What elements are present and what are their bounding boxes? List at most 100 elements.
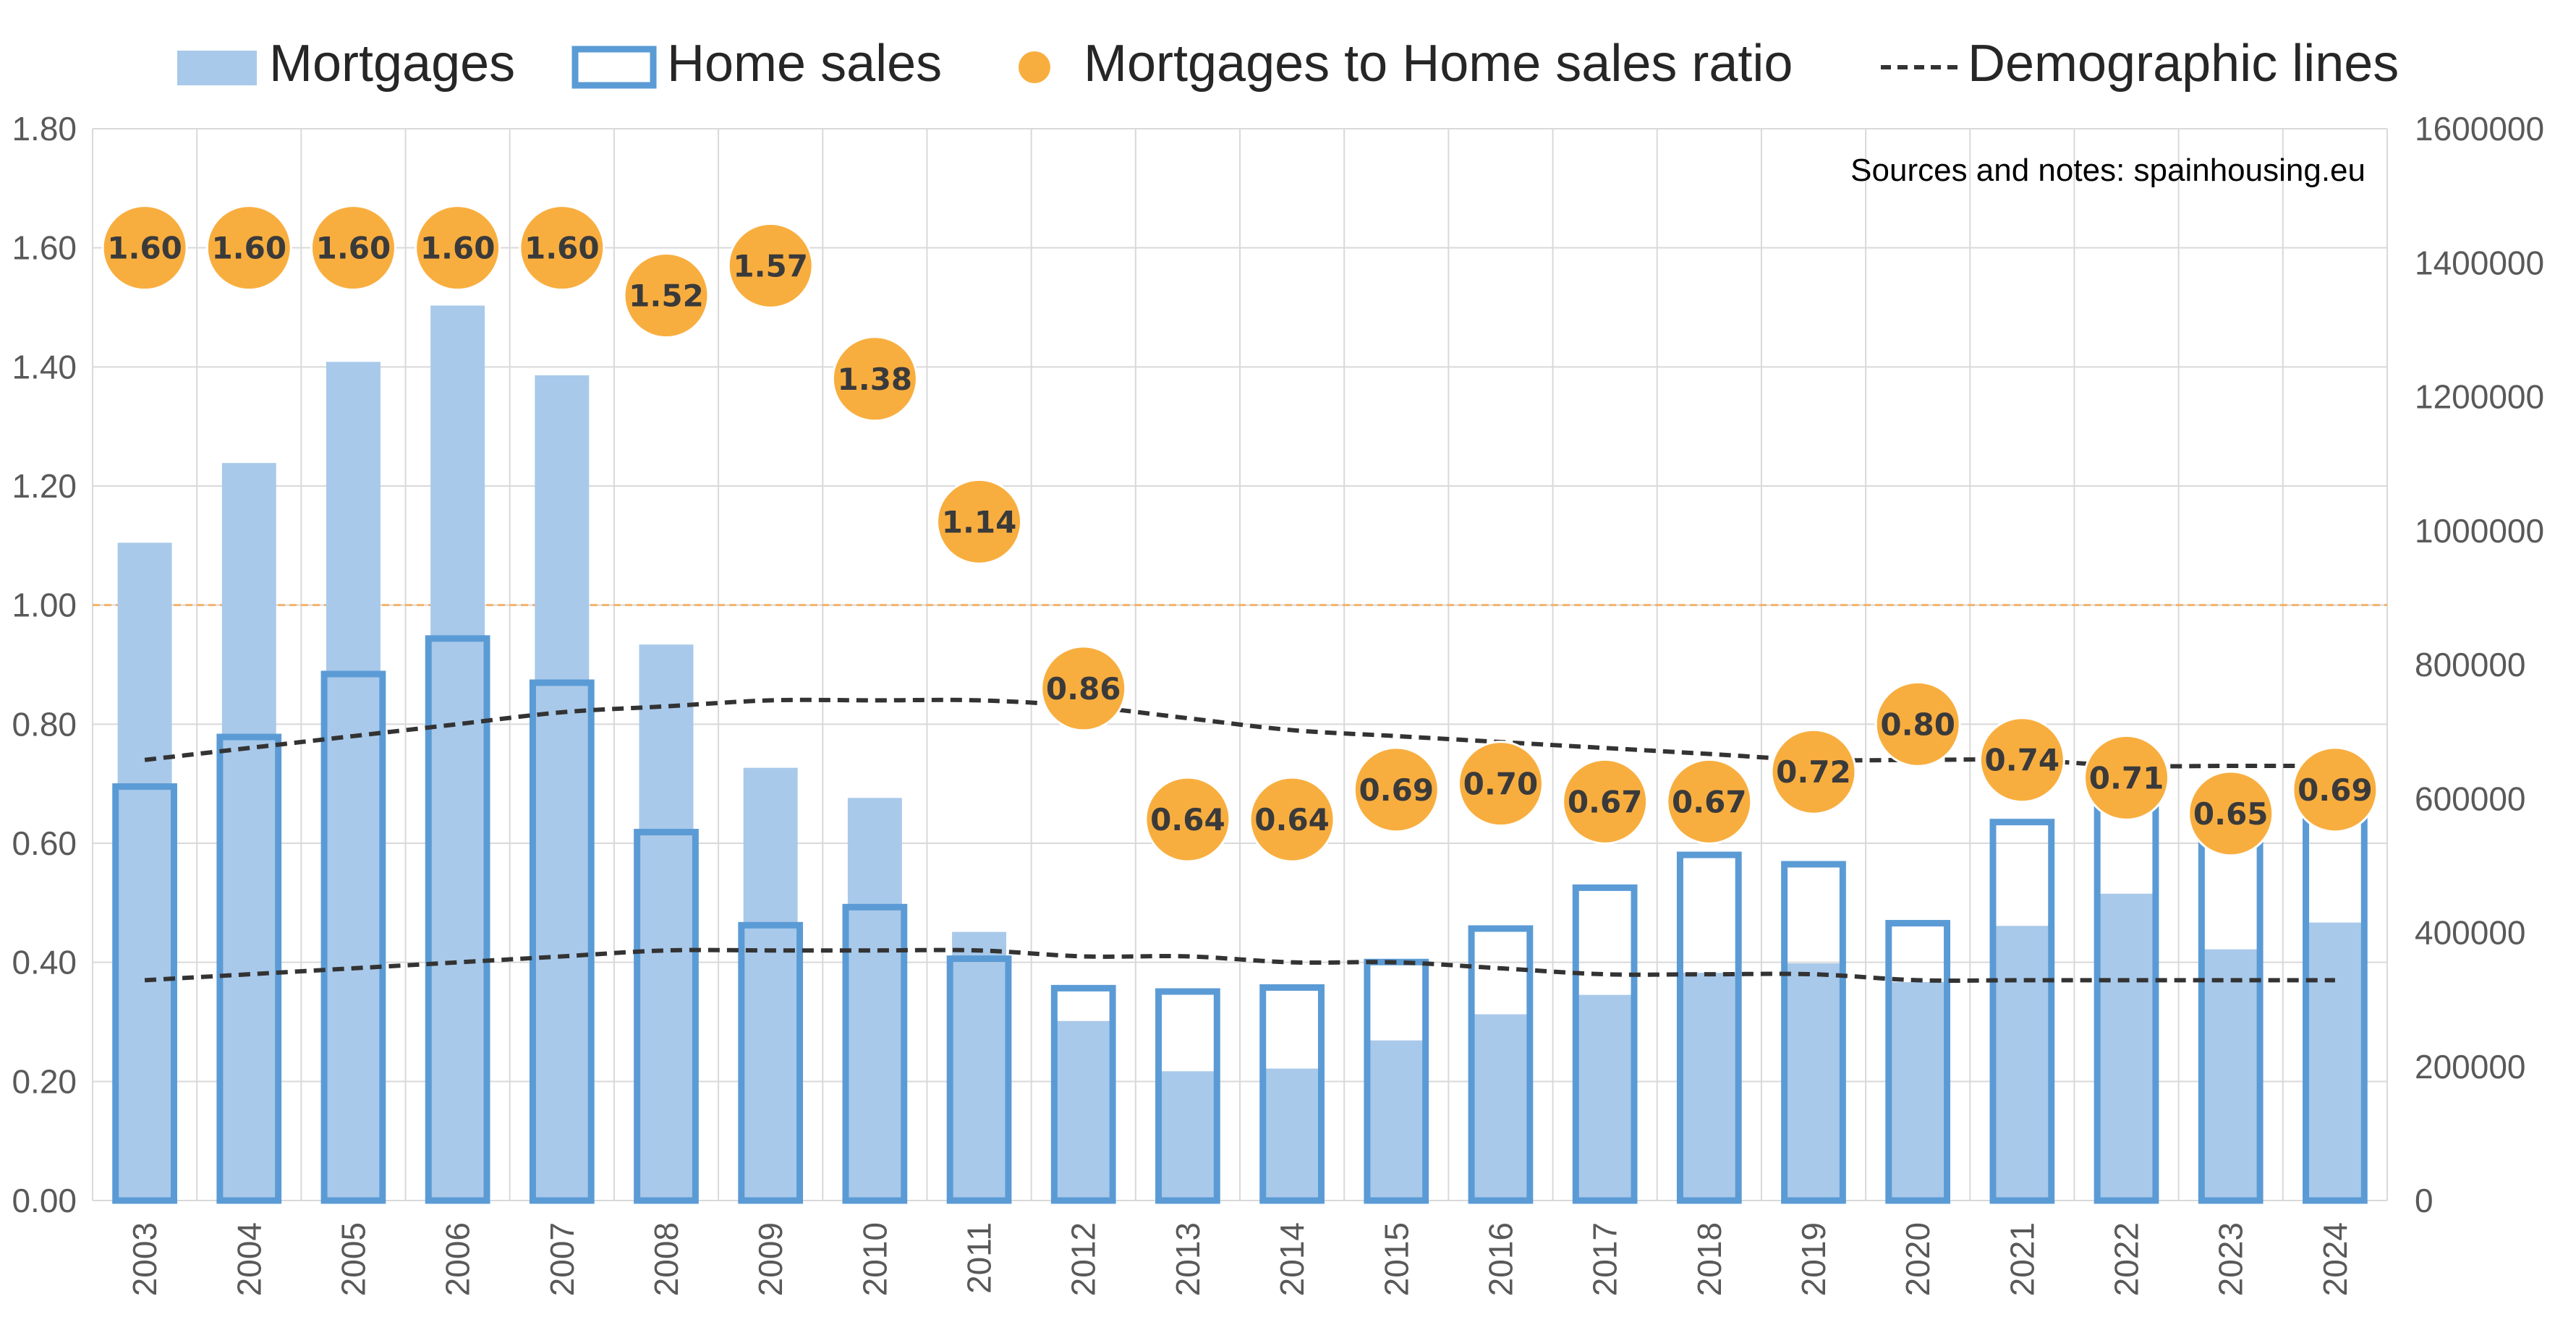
bar-mortgages (117, 542, 172, 1201)
ratio-dot (1562, 758, 1649, 845)
bar-home-sales (1050, 984, 1116, 1204)
y-right-tick-label: 800000 (2415, 646, 2526, 683)
ratio-data-label: 1.52 (629, 278, 704, 314)
bar-mortgages (1056, 1020, 1111, 1201)
y-right-tick-label: 0 (2415, 1182, 2433, 1219)
ratio-data-label: 0.64 (1254, 802, 1330, 837)
bar-mortgages (639, 644, 694, 1201)
y-right-tick-label: 200000 (2415, 1048, 2526, 1086)
x-tick-label: 2024 (2316, 1222, 2354, 1296)
legend-swatch-home-sales (571, 46, 657, 89)
x-tick-label: 2020 (1899, 1222, 1937, 1296)
demographic-line-upper (144, 697, 2335, 769)
bar-home-sales (634, 829, 699, 1204)
ratio-data-label: 1.60 (420, 231, 496, 266)
ratio-data-label: 0.67 (1568, 784, 1643, 819)
ratio-data-label: 0.86 (1046, 671, 1121, 707)
y-left-tick-label: 0.00 (12, 1182, 77, 1219)
legend-swatch-mortgages (177, 51, 257, 85)
ratio-data-label: 1.60 (524, 231, 600, 266)
ratio-data-label: 0.69 (2297, 772, 2373, 808)
legend: Mortgages Home sales Mortgages to Home s… (177, 35, 2399, 93)
bar-home-sales (1259, 984, 1325, 1204)
bar-home-sales (320, 670, 386, 1204)
x-tick-label: 2016 (1482, 1222, 1519, 1296)
ratio-dot (1144, 776, 1231, 863)
x-tick-label: 2019 (1795, 1222, 1832, 1296)
bar-home-sales (738, 921, 804, 1204)
bar-mortgages (743, 767, 798, 1201)
ratio-data-label: 0.67 (1672, 784, 1747, 819)
y-right-tick-label: 400000 (2415, 914, 2526, 952)
ratio-dot (101, 205, 188, 291)
y-left-tick-label: 1.80 (12, 110, 77, 148)
bar-mortgages (847, 798, 902, 1201)
bar-home-sales (1989, 819, 2055, 1204)
bar-mortgages (326, 362, 381, 1201)
bar-mortgages (2099, 893, 2154, 1201)
ratio-dot (1457, 741, 1544, 827)
bar-home-sales (425, 635, 490, 1204)
y-right-tick-label: 1000000 (2415, 512, 2544, 550)
ratio-dot (519, 205, 605, 291)
y-left-tick-label: 0.60 (12, 824, 77, 862)
x-tick-label: 2011 (961, 1222, 998, 1294)
x-tick-label: 2010 (856, 1222, 893, 1296)
bar-mortgages (1890, 982, 1945, 1201)
ratio-dot (205, 205, 292, 291)
bar-home-sales (112, 783, 177, 1204)
bar-mortgages (952, 931, 1007, 1201)
y-right-tick-label: 1400000 (2415, 244, 2544, 281)
ratio-data-label: 1.60 (316, 231, 391, 266)
legend-label-ratio: Mortgages to Home sales ratio (1084, 35, 1793, 93)
bar-home-sales (529, 679, 595, 1204)
bar-home-sales (1676, 851, 1742, 1204)
ratio-dot (1353, 746, 1440, 833)
legend-label-mortgages: Mortgages (269, 35, 515, 93)
x-tick-label: 2005 (334, 1222, 372, 1296)
ratio-data-label: 1.14 (942, 504, 1017, 540)
x-tick-label: 2015 (1377, 1222, 1415, 1296)
y-right-tick-label: 1200000 (2415, 378, 2544, 416)
bar-mortgages (2308, 922, 2363, 1201)
ratio-dot (1770, 728, 1857, 815)
demographic-lines (144, 697, 2335, 983)
bar-mortgages (1160, 1071, 1215, 1201)
x-tick-label: 2023 (2212, 1222, 2250, 1296)
y-left-tick-label: 1.60 (12, 229, 77, 267)
bars (112, 305, 2368, 1204)
y-left-tick-label: 1.40 (12, 348, 77, 385)
bar-home-sales (946, 955, 1012, 1204)
bar-mortgages (1369, 1040, 1424, 1201)
x-tick-label: 2021 (2003, 1222, 2041, 1296)
x-tick-label: 2012 (1065, 1222, 1102, 1296)
ratio-data-label: 0.80 (1880, 707, 1955, 742)
ratio-dot (831, 336, 918, 422)
ratio-dot (623, 252, 710, 339)
ratio-dot (727, 222, 814, 309)
x-tick-label: 2006 (439, 1222, 477, 1296)
y-left-tick-label: 0.20 (12, 1062, 77, 1100)
bar-home-sales (1781, 861, 1846, 1204)
bar-mortgages (1682, 973, 1737, 1201)
x-tick-label: 2008 (647, 1222, 685, 1296)
sources-note: Sources and notes: spainhousing.eu (1850, 153, 2365, 188)
ratio-dot (2083, 734, 2170, 821)
bar-home-sales (1155, 988, 1220, 1204)
x-tick-label: 2007 (543, 1222, 581, 1296)
ratio-data-label: 1.38 (838, 362, 913, 397)
legend-marker-ratio (1019, 51, 1050, 83)
ratio-dot (1978, 717, 2065, 803)
y-left-tick-label: 0.40 (12, 944, 77, 981)
ratio-data-label: 0.65 (2193, 796, 2269, 832)
x-tick-label: 2003 (126, 1222, 163, 1296)
x-tick-label: 2018 (1691, 1222, 1728, 1296)
bar-home-sales (1468, 925, 1534, 1204)
ratio-data-label: 0.64 (1150, 802, 1225, 837)
axes: 0.00 0.20 0.40 0.60 0.80 1.00 1.20 1.40 1.60 1.80… (12, 110, 2544, 1296)
ratio-dot (2292, 746, 2379, 833)
ratio-data-label: 0.72 (1776, 754, 1851, 790)
x-tick-label: 2017 (1586, 1222, 1624, 1296)
bar-mortgages (1264, 1068, 1319, 1201)
bar-mortgages (1994, 926, 2049, 1201)
